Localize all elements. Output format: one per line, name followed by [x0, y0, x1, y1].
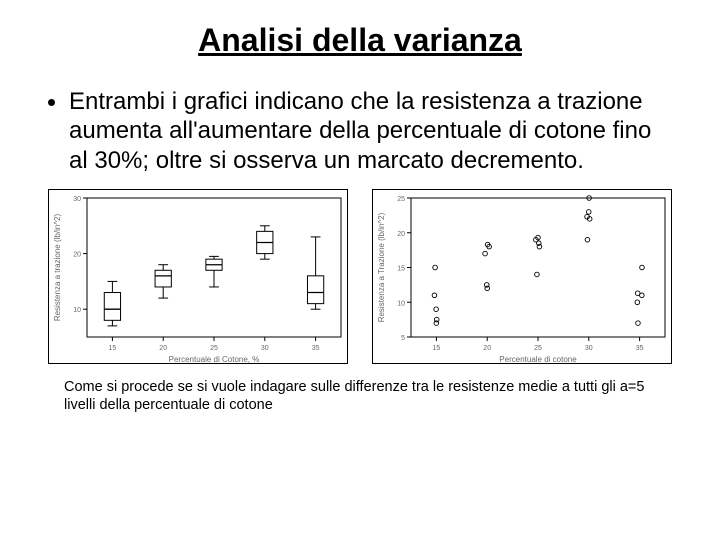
svg-text:15: 15 [433, 345, 441, 352]
bullet-text: Entrambi i grafici indicano che la resis… [69, 87, 672, 175]
svg-text:20: 20 [73, 251, 81, 258]
svg-text:10: 10 [73, 307, 81, 314]
svg-text:Resistenza a trazione (lb/in^2: Resistenza a trazione (lb/in^2) [53, 213, 62, 321]
bullet-list: Entrambi i grafici indicano che la resis… [0, 69, 720, 181]
svg-text:20: 20 [483, 345, 491, 352]
svg-text:30: 30 [73, 196, 81, 203]
svg-text:Percentuale di Cotone, %: Percentuale di Cotone, % [169, 355, 260, 364]
svg-text:25: 25 [534, 345, 542, 352]
svg-text:35: 35 [312, 345, 320, 352]
svg-text:30: 30 [261, 345, 269, 352]
svg-text:25: 25 [397, 196, 405, 203]
svg-text:25: 25 [210, 345, 218, 352]
svg-text:35: 35 [636, 345, 644, 352]
svg-text:15: 15 [109, 345, 117, 352]
svg-text:Resistenza a Trazione (lb/in^2: Resistenza a Trazione (lb/in^2) [377, 212, 386, 322]
svg-text:15: 15 [397, 265, 405, 272]
svg-text:20: 20 [397, 231, 405, 238]
bullet-item: Entrambi i grafici indicano che la resis… [48, 87, 672, 175]
svg-text:5: 5 [401, 335, 405, 342]
charts-row: 10 20 30 15 20 25 30 35 Percentuale di Cotone, %… [0, 181, 720, 364]
svg-text:Percentuale di cotone: Percentuale di cotone [499, 355, 577, 364]
scatter-chart: 5 10 15 20 25 15 20 25 30 35 Percentuale di cotone… [372, 189, 672, 364]
bullet-dot-icon [48, 99, 55, 106]
svg-text:10: 10 [397, 300, 405, 307]
footer-text: Come si procede se si vuole indagare sul… [0, 364, 720, 414]
boxplot-chart: 10 20 30 15 20 25 30 35 Percentuale di Cotone, %… [48, 189, 348, 364]
svg-text:20: 20 [159, 345, 167, 352]
page-title: Analisi della varianza [0, 0, 720, 69]
svg-text:30: 30 [585, 345, 593, 352]
